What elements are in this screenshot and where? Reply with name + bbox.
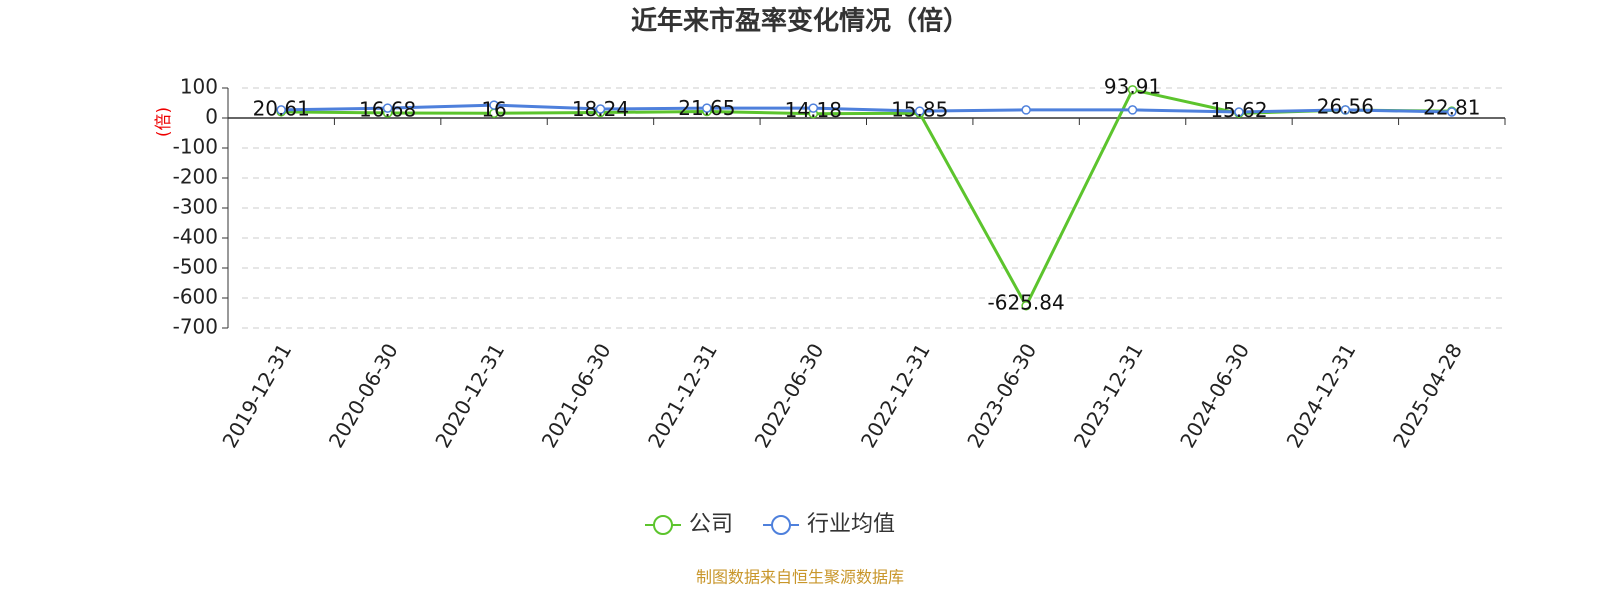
data-point: [595, 104, 606, 114]
y-tick-label: -100: [173, 135, 218, 159]
y-tick-label: 100: [180, 75, 218, 99]
y-tick-label: -400: [173, 225, 218, 249]
data-label: 21.65: [678, 96, 735, 120]
data-label: 18.24: [572, 97, 629, 121]
data-point: [1234, 107, 1244, 117]
x-tick-label: 2020-06-30: [324, 339, 403, 452]
data-label: -625.84: [988, 290, 1065, 314]
legend-marker: [771, 515, 792, 535]
data-label: 15.85: [891, 98, 948, 122]
series-line: [281, 103, 1452, 114]
data-label: 14.18: [785, 98, 842, 122]
data-label: 22.81: [1423, 96, 1480, 120]
y-tick-label: -700: [173, 315, 218, 339]
data-point: [489, 100, 499, 110]
y-tick-label: -200: [173, 165, 218, 189]
legend-label[interactable]: 公司: [689, 512, 733, 537]
data-label: 16: [481, 98, 506, 122]
y-tick-label: -300: [173, 195, 218, 219]
y-tick-label: -600: [173, 285, 218, 309]
x-tick-label: 2021-06-30: [537, 339, 616, 452]
y-tick-label: 0: [205, 105, 218, 129]
data-point: [808, 103, 819, 113]
data-point: [702, 103, 712, 113]
x-tick-label: 2022-06-30: [749, 339, 828, 452]
x-tick-label: 2022-12-31: [856, 339, 935, 452]
data-point: [276, 105, 286, 115]
data-label: 20.61: [253, 96, 310, 120]
data-point: [1340, 105, 1351, 115]
data-label: 93.91: [1104, 74, 1161, 98]
x-tick-label: 2020-12-31: [430, 339, 509, 452]
data-label: 16.68: [359, 97, 416, 121]
legend-label[interactable]: 行业均值: [807, 512, 895, 537]
y-axis-label: (倍): [154, 107, 174, 137]
legend-marker: [653, 515, 673, 535]
data-point: [914, 106, 925, 116]
x-tick-label: 2019-12-31: [217, 339, 296, 452]
x-tick-label: 2024-06-30: [1175, 339, 1254, 452]
data-point: [1127, 85, 1138, 95]
data-point: [382, 103, 393, 113]
data-point: [1447, 107, 1457, 117]
x-tick-label: 2023-12-31: [1069, 339, 1148, 452]
data-point: [1127, 105, 1138, 115]
data-label: 26.56: [1317, 95, 1374, 119]
data-point: [1021, 105, 1031, 115]
chart-title: 近年来市盈率变化情况（倍）: [631, 6, 969, 37]
x-tick-label: 2023-06-30: [962, 339, 1041, 452]
source-note: 制图数据来自恒生聚源数据库: [696, 568, 904, 587]
data-point: [1021, 301, 1031, 311]
x-tick-label: 2024-12-31: [1282, 339, 1361, 452]
x-tick-label: 2021-12-31: [643, 339, 722, 452]
x-tick-label: 2025-04-28: [1388, 339, 1467, 452]
data-label: 15.62: [1210, 98, 1267, 122]
y-tick-label: -500: [173, 255, 218, 279]
